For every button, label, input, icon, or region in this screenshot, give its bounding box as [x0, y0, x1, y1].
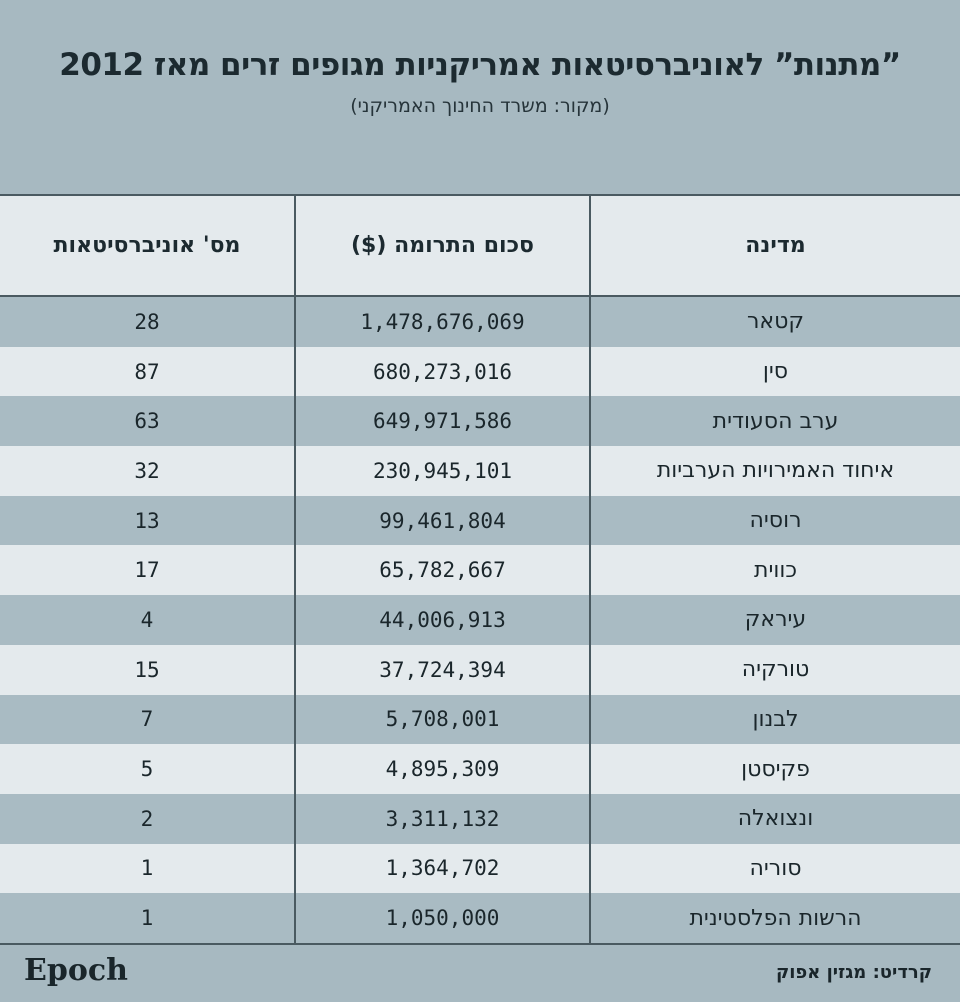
cell-amount: 1,478,676,069	[295, 296, 591, 347]
cell-country: לבנון	[590, 694, 960, 745]
cell-country: הרשות הפלסטינית	[590, 893, 960, 945]
cell-universities: 5	[0, 744, 296, 794]
cell-amount: 649,971,586	[295, 396, 591, 447]
cell-universities: 17	[0, 545, 296, 596]
table-row: הרשות הפלסטינית 1,050,000 1	[0, 893, 960, 945]
table-header-row: מדינה סכום התרומה ($) מס' אוניברסיטאות	[0, 194, 960, 297]
cell-universities: 15	[0, 644, 296, 695]
chart-subtitle: (מקור: משרד החינוך האמריקני)	[350, 95, 610, 117]
cell-universities: 4	[0, 595, 296, 645]
table-row: פקיסטן 4,895,309 5	[0, 744, 960, 794]
cell-country: עיראק	[590, 595, 960, 645]
cell-country: כווית	[590, 545, 960, 596]
cell-universities: 28	[0, 296, 296, 347]
cell-amount: 4,895,309	[295, 744, 591, 794]
cell-universities: 87	[0, 346, 296, 397]
cell-universities: 7	[0, 694, 296, 745]
table-row: כווית 65,782,667 17	[0, 545, 960, 596]
table-row: רוסיה 99,461,804 13	[0, 495, 960, 546]
cell-amount: 5,708,001	[295, 694, 591, 745]
cell-amount: 3,311,132	[295, 793, 591, 844]
table-row: קטאר 1,478,676,069 28	[0, 296, 960, 347]
cell-country: איחוד האמירויות הערביות	[590, 446, 960, 496]
cell-country: ונצואלה	[590, 793, 960, 844]
cell-amount: 680,273,016	[295, 346, 591, 397]
cell-country: טורקיה	[590, 644, 960, 695]
table-body: קטאר 1,478,676,069 28 סין 680,273,016 87 ערב ה…	[0, 296, 960, 945]
table-row: איחוד האמירויות הערביות 230,945,101 32	[0, 446, 960, 496]
epoch-logo: Epoch	[24, 953, 128, 988]
cell-universities: 32	[0, 446, 296, 496]
chart-title: ”מתנות” לאוניברסיטאות אמריקניות מגופים ז…	[59, 47, 901, 83]
cell-country: סין	[590, 346, 960, 397]
cell-amount: 230,945,101	[295, 446, 591, 496]
cell-amount: 99,461,804	[295, 495, 591, 546]
column-header-amount: סכום התרומה ($)	[295, 194, 591, 297]
cell-country: קטאר	[590, 296, 960, 347]
cell-universities: 13	[0, 495, 296, 546]
cell-universities: 1	[0, 893, 296, 945]
cell-amount: 44,006,913	[295, 595, 591, 645]
cell-country: סוריה	[590, 843, 960, 894]
cell-country: ערב הסעודית	[590, 396, 960, 447]
cell-country: רוסיה	[590, 495, 960, 546]
column-header-country: מדינה	[590, 194, 960, 297]
column-header-universities: מס' אוניברסיטאות	[0, 194, 296, 297]
cell-amount: 37,724,394	[295, 644, 591, 695]
table-row: סין 680,273,016 87	[0, 346, 960, 397]
table-row: ונצואלה 3,311,132 2	[0, 793, 960, 844]
cell-country: פקיסטן	[590, 744, 960, 794]
table-row: טורקיה 37,724,394 15	[0, 644, 960, 695]
table-row: סוריה 1,364,702 1	[0, 843, 960, 894]
table-row: לבנון 5,708,001 7	[0, 694, 960, 745]
cell-universities: 1	[0, 843, 296, 894]
cell-universities: 2	[0, 793, 296, 844]
table-row: ערב הסעודית 649,971,586 63	[0, 396, 960, 447]
chart-header: ”מתנות” לאוניברסיטאות אמריקניות מגופים ז…	[0, 0, 960, 195]
donations-table: מדינה סכום התרומה ($) מס' אוניברסיטאות ק…	[0, 194, 960, 945]
cell-amount: 1,050,000	[295, 893, 591, 945]
credit-text: קרדיט: מגזין אפוק	[775, 962, 932, 983]
cell-universities: 63	[0, 396, 296, 447]
cell-amount: 65,782,667	[295, 545, 591, 596]
cell-amount: 1,364,702	[295, 843, 591, 894]
table-row: עיראק 44,006,913 4	[0, 595, 960, 645]
